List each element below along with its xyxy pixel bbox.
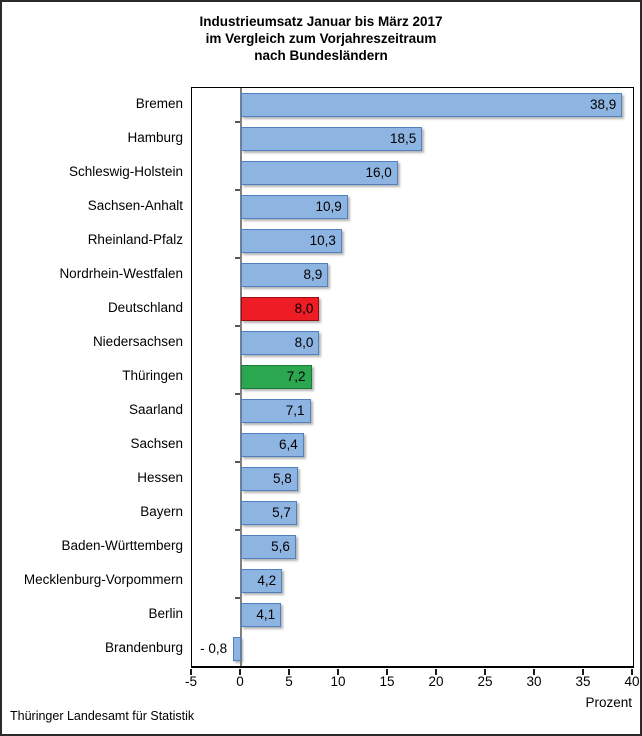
chart-title: Industrieumsatz Januar bis März 2017 im … xyxy=(2,13,640,64)
category-label-niedersachsen: Niedersachsen xyxy=(92,334,183,349)
bar-value-nordrhein-westfalen: 8,9 xyxy=(303,267,323,282)
x-axis-tick-label-25: 25 xyxy=(477,674,493,689)
x-axis-tick xyxy=(533,669,535,675)
category-axis-tick xyxy=(235,461,240,463)
x-axis-tick-label-20: 20 xyxy=(428,674,444,689)
bar-deutschland xyxy=(241,297,320,321)
x-axis-tick xyxy=(288,669,290,675)
bar-brandenburg xyxy=(233,637,241,661)
bar-rheinland-pfalz xyxy=(241,229,342,253)
bar-value-mecklenburg-vorpommern: 4,2 xyxy=(257,573,277,588)
x-axis-tick-label-5: 5 xyxy=(285,674,293,689)
bar-sachsen xyxy=(241,433,304,457)
category-axis-tick xyxy=(235,189,240,191)
x-axis-tick-label-0: 0 xyxy=(236,674,244,689)
x-axis-tick-label-10: 10 xyxy=(330,674,346,689)
category-axis-tick xyxy=(235,393,240,395)
bar-niedersachsen xyxy=(241,331,320,355)
bar-value-brandenburg: - 0,8 xyxy=(200,641,228,656)
x-axis-tick xyxy=(239,669,241,675)
chart-title-line-1: Industrieumsatz Januar bis März 2017 xyxy=(199,14,443,29)
x-axis-tick xyxy=(484,669,486,675)
category-axis-tick xyxy=(235,529,240,531)
bar-hamburg xyxy=(241,127,423,151)
chart-title-line-2: im Vergleich zum Vorjahreszeitraum xyxy=(205,31,437,46)
category-label-sachsen: Sachsen xyxy=(130,436,183,451)
category-label-sachsen-anhalt: Sachsen-Anhalt xyxy=(87,198,183,213)
x-axis-tick-label--5: -5 xyxy=(184,674,198,689)
bar-berlin xyxy=(241,603,282,627)
bar-value-hamburg: 18,5 xyxy=(390,131,417,146)
bar-value-berlin: 4,1 xyxy=(256,607,276,622)
x-axis-tick-label-40: 40 xyxy=(624,674,640,689)
bar-bremen xyxy=(241,93,623,117)
category-label-hessen: Hessen xyxy=(137,470,183,485)
x-axis-tick xyxy=(386,669,388,675)
category-axis-labels: Bremen Hamburg Schleswig-Holstein Sachsen-A… xyxy=(2,87,183,665)
category-label-berlin: Berlin xyxy=(148,606,183,621)
category-axis-tick xyxy=(235,257,240,259)
bar-mecklenburg-vorpommern xyxy=(241,569,283,593)
bar-sachsen-anhalt xyxy=(241,195,348,219)
x-axis-tick xyxy=(435,669,437,675)
x-axis-tick-label-35: 35 xyxy=(575,674,591,689)
plot-area: 38,9 18,5 16,0 10,9 10,3 8,9 8,0 8,0 7,2 7,1 6,4 5,… xyxy=(191,87,634,668)
bar-thüringen xyxy=(241,365,312,389)
category-label-bayern: Bayern xyxy=(140,504,183,519)
category-label-nordrhein-westfalen: Nordrhein-Westfalen xyxy=(59,266,183,281)
bar-value-hessen: 5,8 xyxy=(273,471,292,486)
bar-value-saarland: 7,1 xyxy=(285,403,305,418)
x-axis-unit-label: Prozent xyxy=(585,695,632,710)
x-axis-tick xyxy=(582,669,584,675)
x-axis-tick xyxy=(631,669,633,675)
category-axis-tick xyxy=(235,121,240,123)
bar-value-bremen: 38,9 xyxy=(589,97,617,112)
category-label-saarland: Saarland xyxy=(128,402,183,417)
bar-bayern xyxy=(241,501,297,525)
source-credit: Thüringer Landesamt für Statistik xyxy=(10,709,195,723)
bar-value-rheinland-pfalz: 10,3 xyxy=(309,233,336,248)
x-axis-tick xyxy=(190,669,192,675)
x-axis-tick xyxy=(337,669,339,675)
bar-value-thüringen: 7,2 xyxy=(286,369,306,384)
category-axis-tick xyxy=(235,325,240,327)
bar-nordrhein-westfalen xyxy=(241,263,329,287)
category-label-mecklenburg-vorpommern: Mecklenburg-Vorpommern xyxy=(23,572,183,587)
bar-value-bayern: 5,7 xyxy=(272,505,291,520)
category-label-thüringen: Thüringen xyxy=(122,368,183,383)
category-label-rheinland-pfalz: Rheinland-Pfalz xyxy=(87,232,183,247)
bar-value-schleswig-holstein: 16,0 xyxy=(365,165,392,180)
category-label-deutschland: Deutschland xyxy=(107,300,183,315)
bar-value-niedersachsen: 8,0 xyxy=(294,335,314,350)
bar-value-baden-württemberg: 5,6 xyxy=(271,539,290,554)
bar-value-sachsen-anhalt: 10,9 xyxy=(315,199,342,214)
category-label-hamburg: Hamburg xyxy=(127,130,183,145)
category-label-schleswig-holstein: Schleswig-Holstein xyxy=(68,164,183,179)
bar-schleswig-holstein xyxy=(241,161,398,185)
bar-value-deutschland: 8,0 xyxy=(294,301,314,316)
bar-hessen xyxy=(241,467,298,491)
category-label-bremen: Bremen xyxy=(135,96,183,111)
category-label-brandenburg: Brandenburg xyxy=(104,640,183,655)
x-axis-tick-label-30: 30 xyxy=(526,674,542,689)
chart-title-line-3: nach Bundesländern xyxy=(254,48,388,63)
x-axis-tick-label-15: 15 xyxy=(379,674,395,689)
bar-saarland xyxy=(241,399,311,423)
bar-baden-württemberg xyxy=(241,535,296,559)
category-label-baden-württemberg: Baden-Württemberg xyxy=(61,538,183,553)
category-axis-tick xyxy=(235,597,240,599)
bar-value-sachsen: 6,4 xyxy=(278,437,298,452)
